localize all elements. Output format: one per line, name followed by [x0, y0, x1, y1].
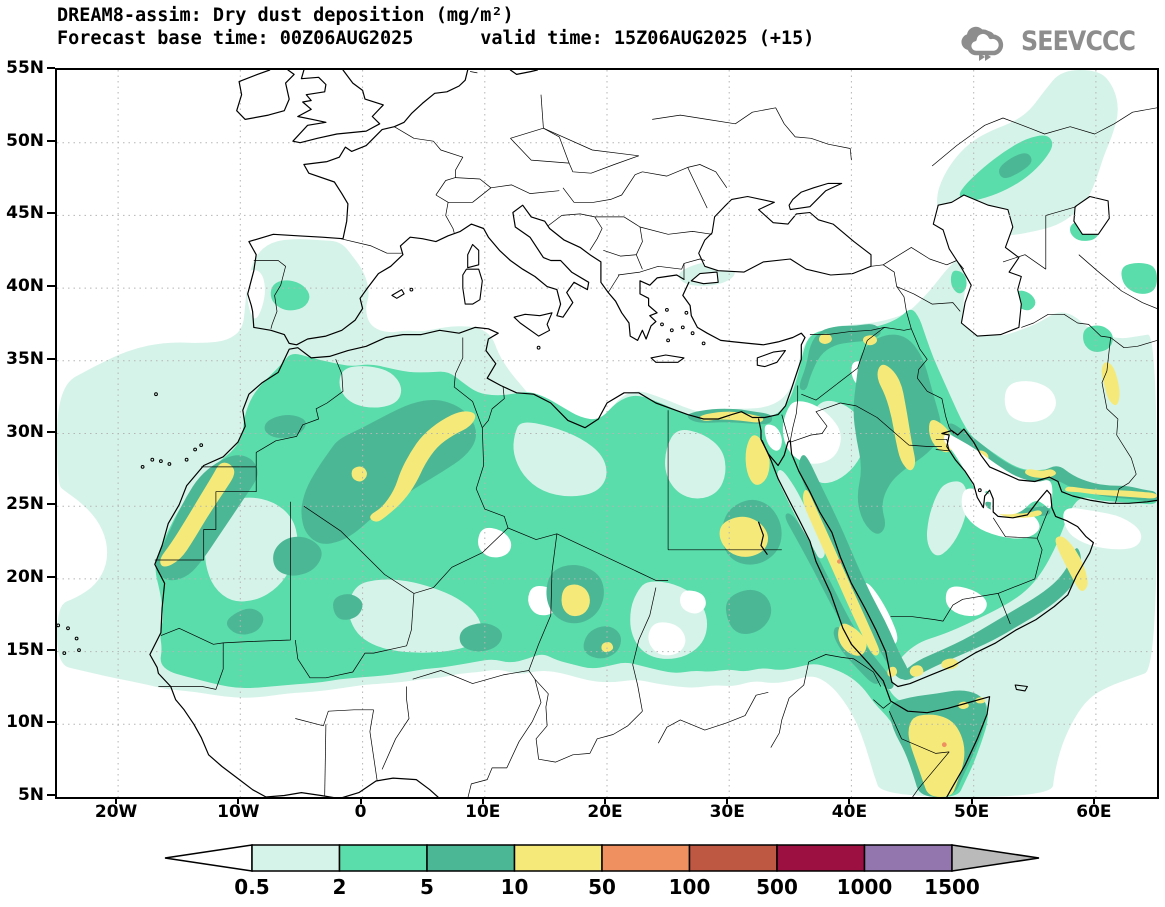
lon-tick-label: 20E [573, 802, 637, 822]
seevccc-logo: SEEVCCC [955, 20, 1151, 62]
lon-tick [482, 797, 484, 804]
lat-tick-label: 15N [2, 640, 44, 660]
lon-tick [237, 797, 239, 804]
lon-tick-label: 50E [940, 802, 1004, 822]
lat-tick [47, 431, 55, 433]
lat-tick-label: 45N [2, 203, 44, 223]
cloud-icon [955, 20, 1017, 62]
legend-value-label: 5 [392, 875, 462, 899]
legend-value-label: 100 [655, 875, 725, 899]
lon-tick [604, 797, 606, 804]
lat-tick [47, 794, 55, 796]
lon-tick [360, 797, 362, 804]
lat-tick-label: 40N [2, 276, 44, 296]
lat-tick-label: 55N [2, 58, 44, 78]
lat-tick [47, 503, 55, 505]
lat-tick [47, 576, 55, 578]
lat-tick-label: 25N [2, 494, 44, 514]
lat-tick [47, 358, 55, 360]
lon-tick-label: 40E [817, 802, 881, 822]
logo-text: SEEVCCC [1021, 26, 1135, 57]
lat-tick [47, 67, 55, 69]
lat-tick-label: 20N [2, 567, 44, 587]
legend-value-label: 500 [742, 875, 812, 899]
lat-tick-label: 10N [2, 712, 44, 732]
lat-tick-label: 30N [2, 422, 44, 442]
lon-tick-label: 30E [695, 802, 759, 822]
lon-tick-label: 20W [84, 802, 148, 822]
lon-tick [1093, 797, 1095, 804]
lat-tick [47, 140, 55, 142]
lat-tick [47, 649, 55, 651]
colorbar [0, 836, 1165, 874]
lat-tick-label: 35N [2, 349, 44, 369]
legend-value-label: 1500 [917, 875, 987, 899]
lat-tick [47, 721, 55, 723]
legend-value-label: 1000 [830, 875, 900, 899]
legend-value-label: 2 [305, 875, 375, 899]
lon-tick [115, 797, 117, 804]
lon-tick-label: 10W [206, 802, 270, 822]
lon-tick-label: 10E [451, 802, 515, 822]
lon-tick-label: 0 [329, 802, 393, 822]
lon-tick [971, 797, 973, 804]
lon-tick-label: 60E [1062, 802, 1126, 822]
legend-value-label: 0.5 [217, 875, 287, 899]
legend-colorbar: 0.5 25 10 50 100 500 1000 1500 [0, 836, 1165, 906]
forecast-map [57, 70, 1157, 797]
lat-tick-label: 50N [2, 131, 44, 151]
legend-value-label: 10 [480, 875, 550, 899]
lon-tick [848, 797, 850, 804]
lat-tick [47, 285, 55, 287]
legend-value-label: 50 [567, 875, 637, 899]
lat-tick-label: 5N [2, 785, 44, 805]
lat-tick [47, 212, 55, 214]
lon-tick [726, 797, 728, 804]
page-subtitle: Forecast base time: 00Z06AUG2025 valid t… [57, 28, 814, 49]
map-frame [55, 68, 1159, 799]
page-title: DREAM8-assim: Dry dust deposition (mg/m²… [57, 5, 514, 26]
